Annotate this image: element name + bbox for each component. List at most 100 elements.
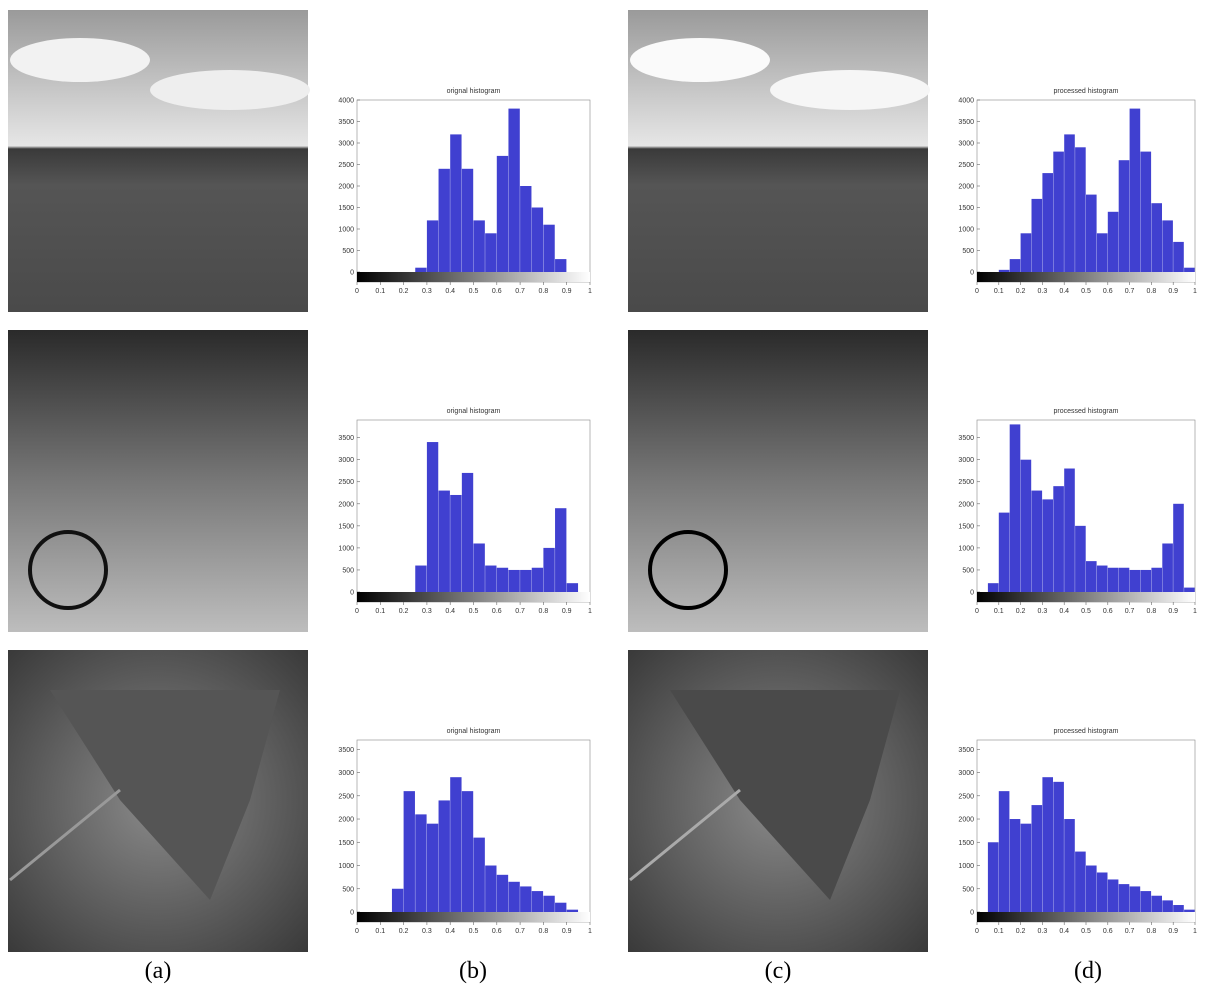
- histogram-bar: [1118, 567, 1130, 592]
- colorbar: [977, 272, 1195, 282]
- histogram-bar: [1173, 241, 1184, 272]
- histogram-bar: [1140, 569, 1152, 592]
- histogram-bar: [496, 155, 509, 272]
- histogram-bar: [415, 814, 427, 912]
- y-tick-label: 2500: [958, 162, 974, 169]
- x-tick-label: 0: [975, 288, 979, 295]
- histogram-bar: [1064, 468, 1075, 592]
- histogram-bar: [391, 888, 404, 912]
- x-tick-label: 1: [588, 608, 592, 615]
- histogram-bar: [555, 508, 567, 592]
- y-tick-label: 1500: [338, 205, 354, 212]
- chart-title: processed histogram: [1054, 408, 1119, 415]
- y-tick-label: 500: [342, 567, 354, 574]
- photo-leaf-processed: [628, 650, 928, 952]
- x-tick-label: 0.2: [1016, 288, 1026, 295]
- y-tick-label: 2000: [958, 501, 974, 508]
- histogram-bar: [1162, 220, 1173, 272]
- histogram-bar: [1075, 147, 1086, 272]
- histogram-bar: [1162, 900, 1173, 912]
- histogram-bar: [543, 224, 555, 272]
- y-tick-label: 3000: [338, 770, 354, 777]
- x-tick-label: 0.3: [1038, 608, 1048, 615]
- y-tick-label: 1500: [958, 840, 974, 847]
- histogram-bar: [450, 494, 462, 592]
- histogram-bar: [438, 490, 450, 592]
- histogram-bar: [1173, 905, 1184, 912]
- chart-title: orignal histogram: [447, 728, 501, 735]
- histogram-bar: [998, 269, 1010, 272]
- histogram-bar: [496, 567, 509, 592]
- histogram-bar: [438, 168, 450, 272]
- histogram-bar: [1009, 259, 1021, 272]
- x-tick-label: 0.5: [1081, 608, 1091, 615]
- histogram-bar: [1184, 267, 1195, 272]
- x-tick-label: 0.3: [422, 288, 432, 295]
- colorbar: [357, 912, 590, 922]
- histogram-bar: [1031, 198, 1043, 272]
- x-tick-label: 0.1: [994, 608, 1004, 615]
- y-tick-label: 3000: [958, 457, 974, 464]
- x-tick-label: 0.1: [375, 288, 385, 295]
- x-tick-label: 0.4: [1059, 608, 1069, 615]
- y-tick-label: 500: [962, 886, 974, 893]
- y-tick-label: 3000: [958, 770, 974, 777]
- y-tick-label: 2500: [958, 479, 974, 486]
- x-tick-label: 0.4: [1059, 288, 1069, 295]
- histogram-chart: orignal histogram 0 500 1000 1500 2000 2500 300…: [338, 728, 592, 935]
- x-tick-label: 0.7: [515, 608, 525, 615]
- histogram-bar: [508, 569, 520, 592]
- histogram-bar: [531, 567, 544, 592]
- photo-alley-processed: [628, 330, 928, 632]
- histogram-bar: [1184, 909, 1195, 912]
- histogram-bar: [461, 472, 474, 592]
- histogram-bar: [987, 583, 999, 592]
- y-tick-label: 3500: [338, 119, 354, 126]
- y-tick-label: 3500: [958, 747, 974, 754]
- x-tick-label: 0.8: [1147, 608, 1157, 615]
- x-tick-label: 0.9: [562, 608, 572, 615]
- x-tick-label: 0: [355, 928, 359, 935]
- colorbar: [357, 592, 590, 602]
- histogram-chart: processed histogram 0 500 1000 1500 2000 2500 3…: [958, 728, 1197, 935]
- y-tick-label: 0: [970, 910, 974, 917]
- histogram-bar: [1096, 872, 1108, 912]
- x-tick-label: 0.5: [1081, 928, 1091, 935]
- histogram-bar: [520, 186, 532, 272]
- colorbar: [357, 272, 590, 282]
- y-tick-label: 0: [350, 910, 354, 917]
- y-tick-label: 2000: [338, 817, 354, 824]
- y-tick-label: 1500: [958, 523, 974, 530]
- x-tick-label: 0.6: [1103, 928, 1113, 935]
- x-tick-label: 0: [355, 608, 359, 615]
- histogram-bar: [461, 791, 474, 912]
- histogram-bar: [508, 881, 520, 912]
- x-tick-label: 0.4: [445, 608, 455, 615]
- histogram-bar: [1129, 569, 1141, 592]
- x-tick-label: 0: [975, 608, 979, 615]
- histogram-bar: [1020, 233, 1032, 272]
- histogram-bar: [450, 777, 462, 912]
- y-tick-label: 2000: [958, 184, 974, 191]
- y-tick-label: 1000: [338, 545, 354, 552]
- histogram-bar: [1086, 865, 1097, 912]
- y-tick-label: 1000: [338, 863, 354, 870]
- y-tick-label: 4000: [338, 98, 354, 105]
- x-tick-label: 1: [1193, 608, 1197, 615]
- histogram-bar: [438, 800, 450, 912]
- y-tick-label: 3000: [338, 141, 354, 148]
- x-tick-label: 0.8: [539, 608, 549, 615]
- histogram-bar: [1086, 561, 1097, 592]
- histogram-bar: [1129, 108, 1141, 272]
- photo-leaf-original: [8, 650, 308, 952]
- y-tick-label: 3500: [338, 747, 354, 754]
- x-tick-label: 0.2: [399, 288, 409, 295]
- x-tick-label: 0.3: [422, 608, 432, 615]
- x-tick-label: 0.6: [1103, 608, 1113, 615]
- histogram-chart: orignal histogram 0 500 1000 1500 2000 2500 300…: [338, 88, 592, 295]
- x-tick-label: 0.7: [515, 928, 525, 935]
- histogram-bar: [543, 547, 555, 592]
- histogram-bar: [1053, 151, 1064, 272]
- histogram-bar: [1064, 134, 1075, 272]
- histogram-bar: [1107, 211, 1119, 272]
